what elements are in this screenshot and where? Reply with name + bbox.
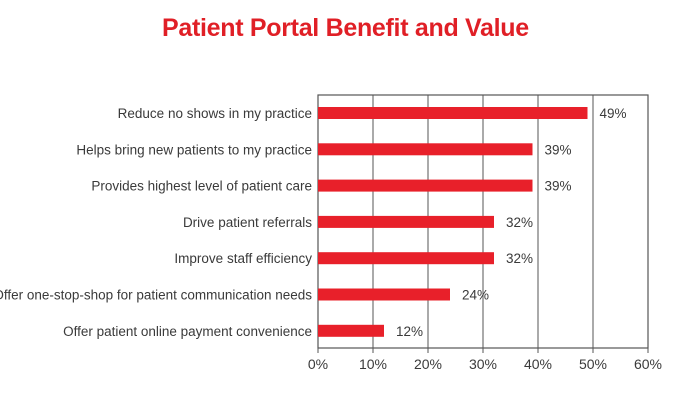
value-label: 32% bbox=[506, 215, 533, 230]
value-label: 12% bbox=[396, 324, 423, 339]
bar bbox=[318, 143, 533, 156]
x-tick-label: 60% bbox=[634, 356, 662, 372]
value-label: 39% bbox=[545, 179, 572, 194]
category-label: Offer one-stop-shop for patient communic… bbox=[0, 288, 312, 303]
category-label: Provides highest level of patient care bbox=[91, 179, 312, 194]
x-tick-label: 10% bbox=[359, 356, 387, 372]
x-tick-label: 0% bbox=[308, 356, 328, 372]
bar bbox=[318, 252, 494, 265]
bar bbox=[318, 215, 494, 228]
category-label: Offer patient online payment convenience bbox=[63, 324, 312, 339]
value-label: 32% bbox=[506, 251, 533, 266]
value-label: 39% bbox=[545, 142, 572, 157]
category-label: Drive patient referrals bbox=[183, 215, 312, 230]
bar bbox=[318, 288, 450, 301]
category-label: Reduce no shows in my practice bbox=[118, 106, 312, 121]
bar bbox=[318, 324, 384, 337]
x-tick-label: 50% bbox=[579, 356, 607, 372]
bar bbox=[318, 107, 588, 119]
value-label: 49% bbox=[600, 106, 627, 121]
value-label: 24% bbox=[462, 288, 489, 303]
x-tick-label: 30% bbox=[469, 356, 497, 372]
category-label: Helps bring new patients to my practice bbox=[76, 142, 312, 157]
chart-title: Patient Portal Benefit and Value bbox=[162, 14, 529, 42]
bar bbox=[318, 179, 533, 192]
category-label: Improve staff efficiency bbox=[174, 251, 312, 266]
x-tick-label: 20% bbox=[414, 356, 442, 372]
x-tick-label: 40% bbox=[524, 356, 552, 372]
